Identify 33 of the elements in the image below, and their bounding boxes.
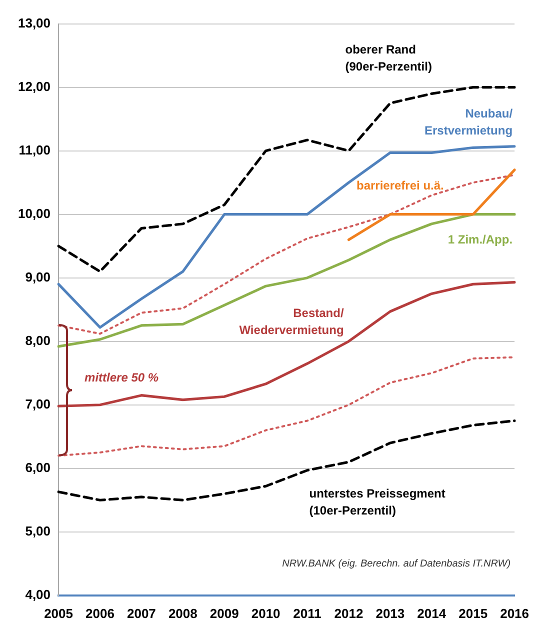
y-tick-label: 5,00 bbox=[25, 523, 51, 538]
annotation: NRW.BANK (eig. Berechn. auf Datenbasis IT.NRW) bbox=[282, 558, 511, 570]
x-tick-label: 2016 bbox=[500, 606, 529, 621]
y-tick-label: 4,00 bbox=[25, 586, 51, 602]
y-tick-label: 9,00 bbox=[25, 269, 51, 284]
y-tick-label: 13,00 bbox=[18, 15, 51, 30]
series-label: barrierefrei u.ä. bbox=[356, 178, 444, 193]
series-label: 1 Zim./App. bbox=[448, 232, 513, 247]
x-tick-label: 2011 bbox=[293, 606, 322, 621]
x-tick-label: 2009 bbox=[210, 606, 239, 621]
x-tick-label: 2005 bbox=[44, 606, 73, 621]
line-series bbox=[58, 174, 516, 335]
x-tick-label: 2015 bbox=[458, 606, 488, 621]
y-tick-label: 11,00 bbox=[18, 142, 51, 158]
x-tick-label: 2014 bbox=[417, 606, 447, 621]
series-label: unterstes Preissegment (10er-Perzentil) bbox=[309, 486, 446, 518]
x-tick-label: 2008 bbox=[168, 606, 198, 621]
series-label: Bestand/ Wiedervermietung bbox=[239, 306, 344, 338]
line-series bbox=[57, 86, 516, 273]
line-series bbox=[57, 419, 516, 502]
y-tick-label: 8,00 bbox=[25, 332, 51, 348]
x-tick-label: 2007 bbox=[126, 606, 156, 621]
series-label: Neubau/ Erstvermietung bbox=[424, 106, 514, 138]
x-tick-label: 2012 bbox=[334, 606, 364, 621]
y-tick-label: 10,00 bbox=[18, 206, 51, 221]
series-label: oberer Rand (90er-Perzentil) bbox=[345, 42, 432, 74]
x-tick-label: 2006 bbox=[86, 606, 114, 621]
y-tick-label: 12,00 bbox=[18, 78, 51, 94]
annotation: mittlere 50 % bbox=[84, 370, 159, 384]
y-tick-label: 7,00 bbox=[25, 396, 51, 412]
y-tick-label: 6,00 bbox=[25, 460, 51, 475]
x-tick-label: 2013 bbox=[376, 606, 405, 621]
x-tick-label: 2010 bbox=[251, 606, 280, 621]
